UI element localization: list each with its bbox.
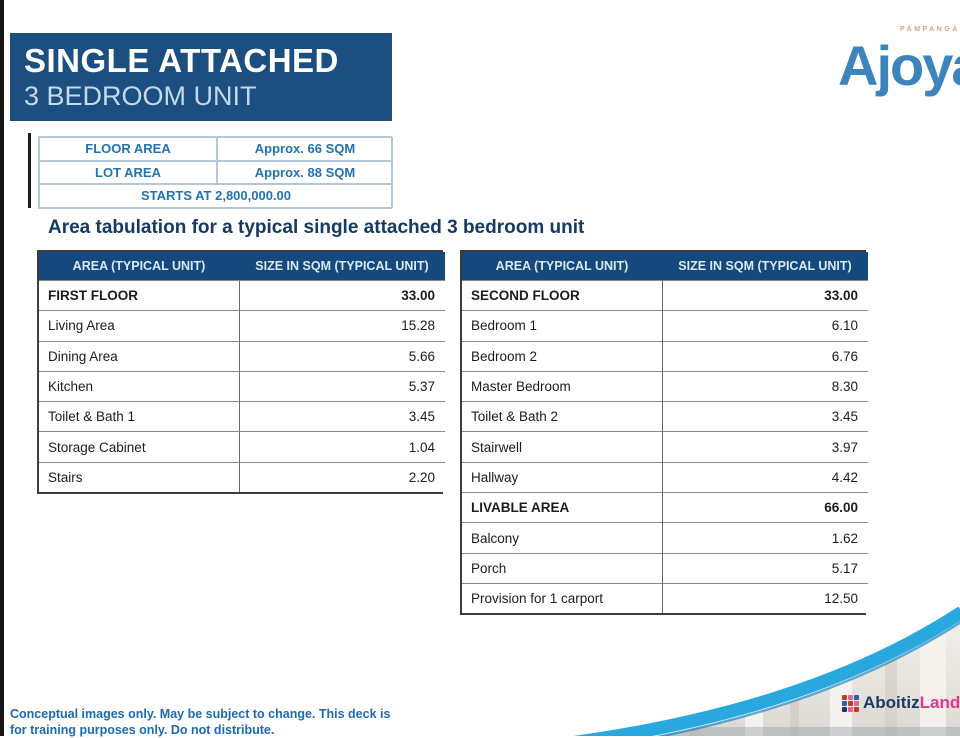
table-row-label: Bedroom 1 [462, 310, 662, 341]
table-row-label: Storage Cabinet [39, 431, 239, 462]
column-header-size: SIZE IN SQM (TYPICAL UNIT) [662, 252, 868, 280]
table-row-value: 4.42 [662, 461, 868, 493]
table-row-label: Dining Area [39, 340, 239, 371]
table-row-label: SECOND FLOOR [462, 280, 662, 311]
second-floor-table: AREA (TYPICAL UNIT) SIZE IN SQM (TYPICAL… [460, 250, 868, 616]
table-row-value: 3.97 [662, 431, 868, 462]
table-row-label: Toilet & Bath 2 [462, 401, 662, 432]
column-header-size: SIZE IN SQM (TYPICAL UNIT) [239, 252, 445, 280]
lot-area-value: Approx. 88 SQM [217, 160, 393, 184]
table-row-label: Balcony [462, 522, 662, 553]
aboitizland-wordmark: AboitizLand [863, 693, 960, 713]
table-row-value: 3.45 [662, 401, 868, 432]
page-subtitle: 3 BEDROOM UNIT [24, 81, 257, 111]
disclaimer-line-2: for training purposes only. Do not distr… [10, 723, 275, 737]
table-row-value: 5.37 [239, 370, 445, 402]
table-row-value: 5.17 [662, 552, 868, 583]
table-row-value: 6.10 [662, 310, 868, 341]
table-row-value: 12.50 [662, 582, 868, 614]
aboitiz-pixel-icon [842, 694, 859, 712]
table-row-label: Stairs [39, 461, 239, 493]
table-row-value: 6.76 [662, 340, 868, 371]
table-row-label: Bedroom 2 [462, 340, 662, 371]
floor-area-value: Approx. 66 SQM [217, 137, 393, 161]
table-row-value: 1.62 [662, 522, 868, 553]
disclaimer-line-1: Conceptual images only. May be subject t… [10, 707, 391, 721]
table-row-label: Provision for 1 carport [462, 582, 662, 614]
table-row-label: Toilet & Bath 1 [39, 401, 239, 432]
table-row-value: 33.00 [239, 280, 445, 311]
first-floor-table: AREA (TYPICAL UNIT) SIZE IN SQM (TYPICAL… [37, 250, 445, 495]
table-row-label: Kitchen [39, 370, 239, 402]
column-header-area: AREA (TYPICAL UNIT) [462, 252, 662, 280]
table-row-value: 8.30 [662, 370, 868, 402]
section-heading: Area tabulation for a typical single att… [48, 217, 585, 238]
table-row-label: Hallway [462, 461, 662, 493]
table-row-label: LIVABLE AREA [462, 492, 662, 523]
table-row-value: 1.04 [239, 431, 445, 462]
wave-graphic [550, 606, 960, 736]
ajoya-wordmark: Ajoya [838, 34, 960, 97]
aboitiz-wordmark-part1: Aboitiz [863, 693, 920, 712]
table-row-value: 15.28 [239, 310, 445, 341]
table-row-value: 33.00 [662, 280, 868, 311]
table-row-value: 3.45 [239, 401, 445, 432]
table-row-label: FIRST FLOOR [39, 280, 239, 311]
table-row-label: Living Area [39, 310, 239, 341]
ajoya-tagline: PAMPANGA [900, 26, 960, 33]
price-row: STARTS AT 2,800,000.00 [39, 184, 393, 208]
summary-accent-bar [28, 133, 31, 208]
table-row-value: 2.20 [239, 461, 445, 493]
floor-area-label: FLOOR AREA [39, 137, 217, 161]
table-row-label: Porch [462, 552, 662, 583]
aboitiz-wordmark-part2: Land [919, 693, 960, 712]
table-row-value: 5.66 [239, 340, 445, 371]
footer-disclaimer: Conceptual images only. May be subject t… [10, 706, 390, 738]
lot-area-label: LOT AREA [39, 160, 217, 184]
title-block: SINGLE ATTACHED 3 BEDROOM UNIT [10, 33, 392, 121]
left-edge-bar [0, 0, 4, 736]
summary-table: FLOOR AREA Approx. 66 SQM LOT AREA Appro… [38, 136, 393, 209]
table-row-label: Stairwell [462, 431, 662, 462]
page-title: SINGLE ATTACHED [24, 42, 339, 79]
column-header-area: AREA (TYPICAL UNIT) [39, 252, 239, 280]
ajoya-logo: PAMPANGA Ajoya [838, 26, 960, 110]
aboitizland-logo: AboitizLand [842, 691, 960, 715]
table-row-value: 66.00 [662, 492, 868, 523]
table-row-label: Master Bedroom [462, 370, 662, 402]
